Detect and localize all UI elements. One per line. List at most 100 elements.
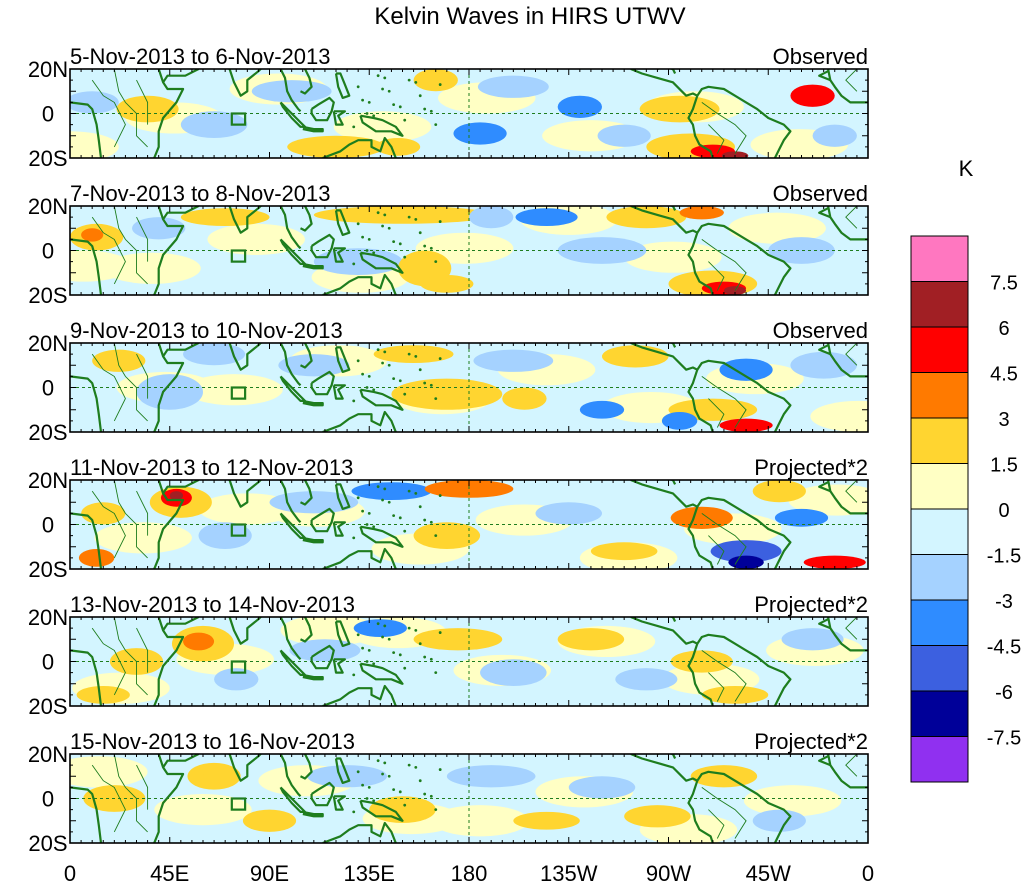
island — [376, 348, 380, 352]
island — [398, 242, 402, 246]
anomaly-blob — [513, 811, 580, 830]
anomaly-blob — [710, 540, 782, 563]
island — [352, 810, 356, 814]
island — [429, 109, 433, 113]
neutral-patch — [280, 617, 379, 646]
island — [403, 666, 407, 670]
colorbar: K 7.5 6 4.5 3 1.5 0 -1.5 -3 -4.5 -6 -7.5 — [910, 156, 1021, 783]
coastline — [70, 512, 103, 569]
panel-1: 20N 0 20S 5-Nov-2013 to 6-Nov-2013 Observed — [28, 44, 869, 171]
country-border — [708, 672, 725, 702]
island — [381, 635, 384, 639]
island — [381, 224, 384, 228]
coastline — [322, 136, 397, 158]
anomaly-blob — [535, 502, 602, 525]
anomaly-field — [70, 206, 835, 295]
country-border — [708, 809, 725, 839]
island — [361, 372, 364, 376]
country-border — [136, 627, 149, 673]
colorbar-label: 4.5 — [990, 364, 1018, 386]
coastline — [279, 69, 302, 113]
coastline — [153, 617, 185, 706]
island — [387, 89, 391, 93]
island — [414, 217, 418, 221]
anomaly-blob — [624, 805, 691, 828]
panel-type-label: Observed — [773, 318, 868, 343]
colorbar-label: -1.5 — [987, 546, 1021, 568]
panel-6: 20N 0 20S 15-Nov-2013 to 16-Nov-2013 Project… — [28, 729, 869, 856]
island — [392, 377, 396, 380]
coastline — [310, 96, 335, 122]
island — [429, 657, 433, 661]
coastline — [70, 786, 103, 843]
anomaly-blob — [606, 206, 687, 229]
neutral-patch — [70, 250, 133, 282]
island — [365, 112, 369, 115]
x-tick-label: 45E — [150, 861, 189, 886]
country-border — [113, 206, 148, 285]
panel-type-label: Observed — [773, 44, 868, 69]
anomaly-blob — [369, 796, 436, 823]
coastline — [818, 207, 831, 219]
anomaly-field — [70, 69, 857, 158]
neutral-patch — [207, 223, 305, 255]
coastline — [300, 69, 313, 95]
island — [352, 125, 356, 129]
y-tick-label: 20S — [28, 831, 67, 856]
y-tick-label: 0 — [42, 239, 54, 264]
island — [407, 352, 411, 356]
island — [438, 631, 442, 634]
chart-title: Kelvin Waves in HIRS UTWV — [374, 3, 685, 30]
island — [372, 799, 376, 803]
anomaly-blob — [790, 351, 857, 379]
anomaly-blob — [446, 765, 536, 788]
coastline — [359, 388, 404, 411]
coastline — [70, 101, 103, 158]
y-tick-label: 20N — [28, 742, 68, 767]
island — [381, 87, 384, 91]
anomaly-blob — [373, 345, 454, 364]
island — [365, 386, 369, 389]
coastlines — [70, 343, 868, 432]
anomaly-blob — [70, 91, 119, 114]
x-tick-label: 90E — [250, 861, 289, 886]
y-tick-label: 0 — [42, 787, 54, 812]
colorbar-label: -7.5 — [987, 728, 1021, 750]
anomaly-blob — [78, 548, 115, 567]
island — [381, 772, 384, 776]
island — [418, 368, 422, 372]
coastline — [227, 617, 263, 645]
coastline — [359, 799, 404, 822]
neutral-patch — [154, 794, 252, 826]
anomaly-blob — [752, 809, 806, 832]
coastlines — [70, 206, 868, 295]
island — [365, 523, 369, 526]
colorbar-swatch — [910, 372, 969, 419]
island — [367, 648, 371, 652]
anomaly-blob — [183, 343, 246, 366]
coastline — [696, 633, 792, 706]
coastline — [279, 343, 302, 387]
island — [372, 525, 376, 529]
island — [434, 671, 438, 675]
y-tick-label: 0 — [42, 102, 54, 127]
coastline — [696, 359, 792, 432]
y-tick-label: 20N — [28, 468, 68, 493]
coastline — [332, 110, 346, 126]
island — [434, 123, 438, 127]
island — [361, 509, 364, 513]
country-border — [708, 124, 725, 154]
island — [407, 78, 411, 82]
coastline — [279, 480, 302, 524]
country-border — [845, 480, 858, 503]
panel-date-range: 13-Nov-2013 to 14-Nov-2013 — [70, 592, 355, 617]
island — [407, 215, 411, 219]
island — [423, 381, 427, 385]
country-border — [113, 69, 148, 148]
neutral-patch — [624, 241, 722, 273]
island — [361, 235, 364, 239]
coastline — [687, 506, 714, 569]
anomaly-blob — [803, 555, 866, 569]
coastline — [153, 754, 185, 843]
island — [356, 633, 360, 637]
